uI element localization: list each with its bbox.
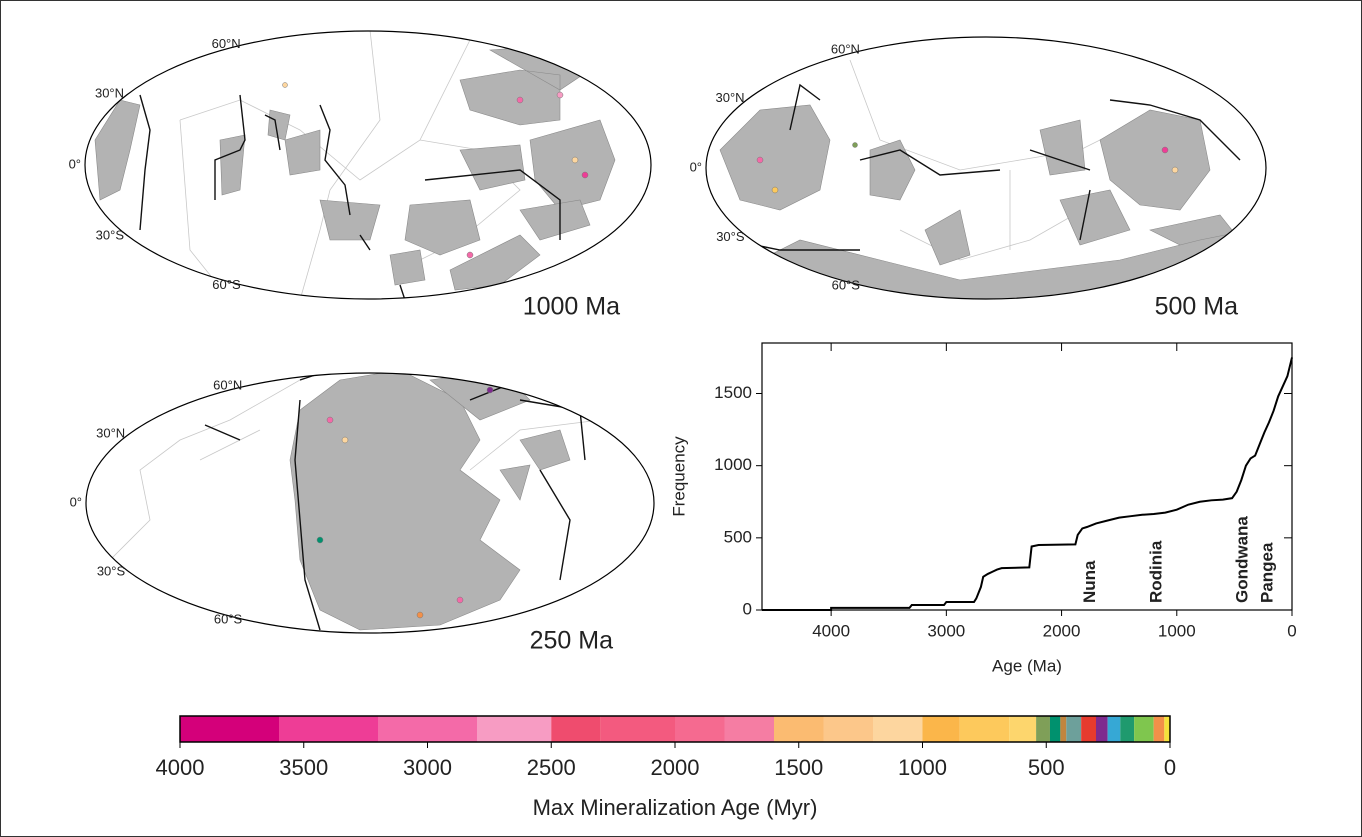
colorbar-tick-label: 1500 <box>774 755 823 780</box>
latitude-label: 0° <box>69 156 81 171</box>
map-land <box>109 373 601 631</box>
colorbar-swatch <box>873 716 923 742</box>
colorbar-tick-label: 0 <box>1164 755 1176 780</box>
map-age-label: 500 Ma <box>1155 293 1238 321</box>
y-axis-label: Frequency <box>669 436 688 517</box>
colorbar-swatch <box>1095 716 1108 742</box>
y-tick-label: 1000 <box>714 455 752 474</box>
cumulative-line <box>762 357 1293 611</box>
colorbar-tick-label: 1000 <box>898 755 947 780</box>
colorbar-label: Max Mineralization Age (Myr) <box>533 795 818 820</box>
colorbar-swatch <box>1107 716 1121 742</box>
x-axis-label: Age (Ma) <box>992 656 1062 675</box>
latitude-label: 60°N <box>831 42 860 57</box>
colorbar-swatch <box>1153 716 1165 742</box>
colorbar-tick-label: 2000 <box>651 755 700 780</box>
x-tick-label: 3000 <box>927 621 965 640</box>
colorbar-swatch <box>675 716 725 742</box>
map-outline <box>84 30 652 300</box>
colorbar-tick-label: 4000 <box>156 755 205 780</box>
colorbar-swatch <box>1009 716 1037 742</box>
era-annotation: Pangea <box>1257 542 1276 603</box>
y-tick-label: 500 <box>724 527 752 546</box>
y-tick-label: 0 <box>743 599 752 618</box>
colorbar-swatch <box>1164 716 1170 742</box>
colorbar-swatch <box>180 716 279 742</box>
colorbar-swatch <box>279 716 378 742</box>
colorbar-swatch <box>1066 716 1082 742</box>
latitude-label: 30°N <box>96 426 125 441</box>
latitude-label: 30°S <box>96 227 125 242</box>
latitude-label: 60°S <box>212 277 241 292</box>
era-annotation: Nuna <box>1080 560 1099 603</box>
latitude-label: 60°S <box>832 277 861 292</box>
colorbar-swatch <box>600 716 675 742</box>
latitude-label: 0° <box>690 159 702 174</box>
latitude-label: 30°N <box>95 85 124 100</box>
colorbar-tick-label: 500 <box>1028 755 1065 780</box>
latitude-label: 30°S <box>716 229 745 244</box>
colorbar-swatch <box>823 716 873 742</box>
era-annotation: Rodinia <box>1147 540 1166 603</box>
map-age-label: 250 Ma <box>530 627 613 655</box>
colorbar-swatch <box>1036 716 1050 742</box>
era-annotation: Gondwana <box>1233 516 1252 603</box>
colorbar-tick-label: 2500 <box>527 755 576 780</box>
x-tick-label: 4000 <box>812 621 850 640</box>
colorbar-swatch <box>1120 716 1135 742</box>
colorbar-swatch <box>1049 716 1061 742</box>
colorbar-swatch <box>774 716 824 742</box>
x-tick-label: 1000 <box>1158 621 1196 640</box>
map-age-label: 1000 Ma <box>523 293 620 321</box>
colorbar-swatch <box>378 716 477 742</box>
colorbar-swatch <box>1081 716 1096 742</box>
latitude-label: 60°N <box>213 377 242 392</box>
map-outline <box>85 372 655 634</box>
colorbar-swatch <box>959 716 1010 742</box>
y-tick-label: 1500 <box>714 383 752 402</box>
colorbar-swatch <box>724 716 774 742</box>
latitude-label: 30°S <box>97 563 126 578</box>
colorbar-tick-label: 3500 <box>279 755 328 780</box>
latitude-label: 60°N <box>212 36 241 51</box>
plot-frame <box>761 342 1293 611</box>
colorbar-swatch <box>477 716 552 742</box>
x-tick-label: 0 <box>1287 621 1296 640</box>
map-outline <box>705 36 1267 300</box>
colorbar-tick-label: 3000 <box>403 755 452 780</box>
colorbar-swatch <box>922 716 960 742</box>
colorbar-swatch <box>1060 716 1067 742</box>
latitude-label: 60°S <box>214 611 243 626</box>
colorbar-swatch <box>1134 716 1154 742</box>
x-tick-label: 2000 <box>1043 621 1081 640</box>
colorbar-swatch <box>551 716 601 742</box>
latitude-label: 30°N <box>716 90 745 105</box>
latitude-label: 0° <box>70 494 82 509</box>
